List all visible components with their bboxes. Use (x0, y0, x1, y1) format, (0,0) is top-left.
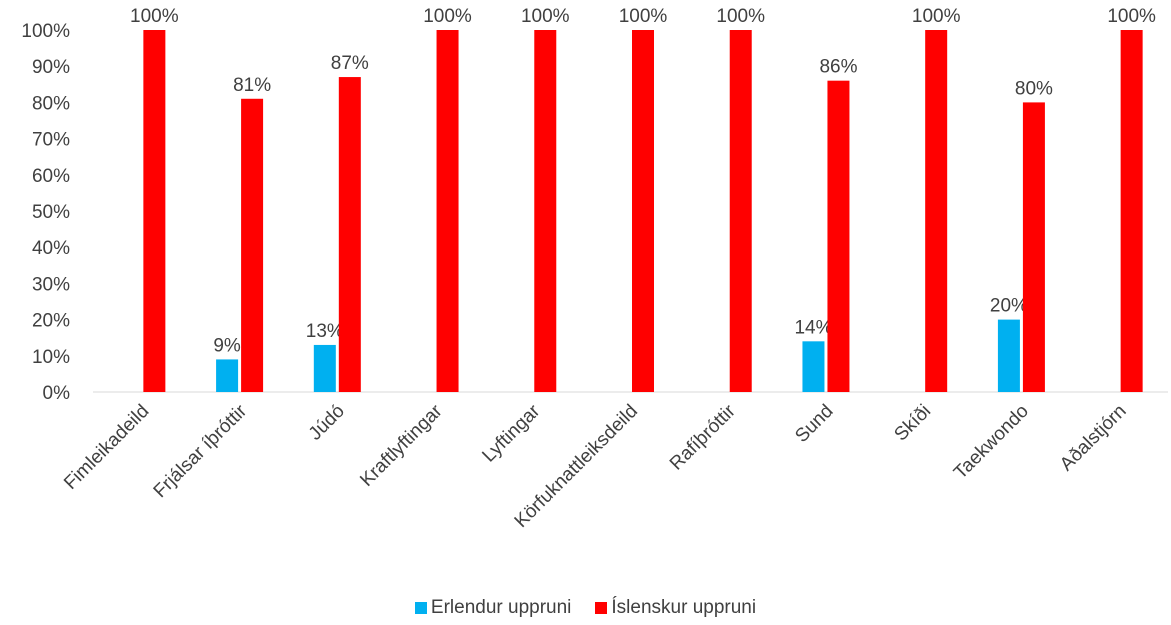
legend-swatch-islenskur (595, 602, 608, 614)
data-label: 80% (1015, 78, 1053, 99)
data-label: 100% (423, 6, 472, 27)
data-label: 86% (819, 57, 857, 78)
data-label: 87% (331, 53, 369, 74)
bar-erlendur (997, 319, 1020, 392)
data-label: 100% (1107, 6, 1156, 27)
x-tick-label: Frjálsar íþróttir (150, 400, 252, 502)
bar-islenskur (729, 30, 752, 392)
y-tick-label: 20% (32, 311, 70, 332)
legend-label-islenskur: Íslenskur uppruni (611, 597, 757, 618)
legend-item-islenskur: Íslenskur uppruni (595, 597, 756, 619)
legend-swatch-erlendur (414, 602, 427, 614)
y-tick-label: 90% (32, 57, 70, 78)
x-tick-label: Fimleikadeild (60, 401, 153, 494)
y-tick-label: 30% (32, 274, 70, 295)
x-tick-label: Aðalstjórn (1056, 401, 1131, 476)
data-label: 14% (794, 317, 832, 338)
x-tick-label: Júdó (305, 401, 349, 445)
data-label: 20% (990, 296, 1028, 317)
bar-erlendur (802, 341, 825, 392)
bar-erlendur (216, 359, 239, 392)
bar-erlendur (313, 344, 336, 392)
bar-islenskur (241, 98, 264, 392)
x-tick-label: Skíði (890, 401, 935, 446)
y-tick-label: 80% (32, 93, 70, 114)
bar-islenskur (1022, 102, 1045, 393)
x-tick-label: Taekwondo (950, 401, 1033, 484)
x-tick-label: Rafíþróttir (666, 400, 740, 474)
bar-islenskur (143, 30, 166, 392)
y-tick-label: 70% (32, 130, 70, 151)
y-tick-label: 60% (32, 166, 70, 187)
data-label: 13% (306, 321, 344, 342)
data-label: 9% (213, 335, 241, 356)
y-tick-label: 10% (32, 347, 70, 368)
data-label: 100% (912, 6, 961, 27)
data-label: 100% (130, 6, 179, 27)
bar-chart: 0% 10% 20% 30% 40% 50% 60% 70% 80% 90% 100% 9% 13% 14… (21, 6, 1168, 532)
bar-islenskur (925, 30, 948, 392)
legend-item-erlendur: Erlendur uppruni (414, 597, 572, 619)
data-label: 100% (716, 6, 765, 27)
data-label: 100% (619, 6, 668, 27)
legend-label-erlendur: Erlendur uppruni (430, 597, 572, 618)
y-tick-label: 50% (32, 202, 70, 223)
y-tick-label: 0% (43, 383, 71, 404)
x-tick-label: Lyftingar (478, 400, 544, 466)
bar-islenskur (338, 77, 361, 392)
x-tick-label: Kraftlyftingar (356, 400, 447, 491)
data-label: 81% (233, 75, 271, 96)
x-tick-label: Sund (791, 401, 837, 447)
bar-islenskur (632, 30, 654, 392)
data-label: 100% (521, 6, 570, 27)
y-tick-label: 40% (32, 238, 70, 259)
bar-islenskur (534, 30, 557, 392)
bar-islenskur (1120, 30, 1143, 392)
legend: Erlendur uppruni Íslenskur uppruni (0, 597, 1171, 619)
bar-islenskur (827, 80, 850, 393)
y-tick-label: 100% (21, 21, 70, 42)
bar-islenskur (436, 30, 459, 392)
